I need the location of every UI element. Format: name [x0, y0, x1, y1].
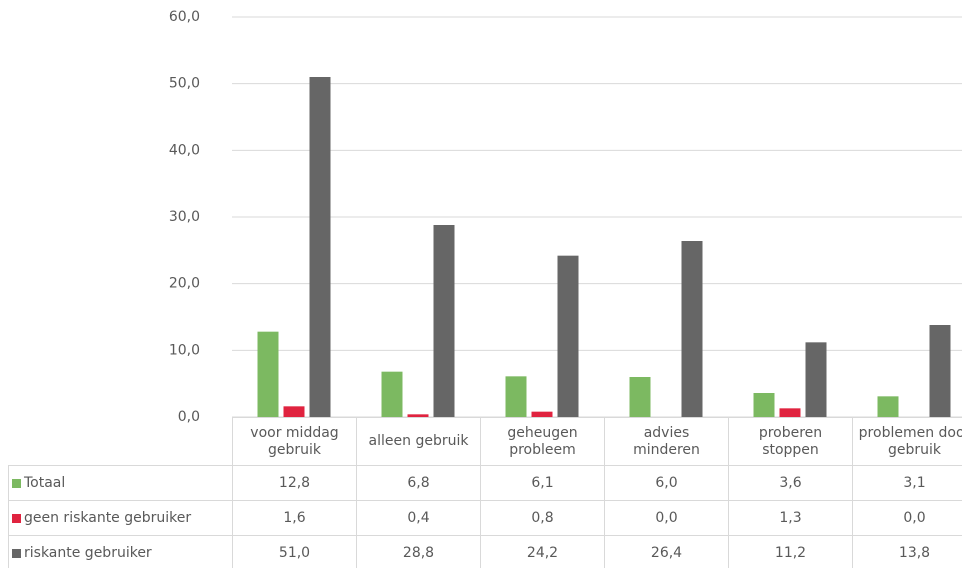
table-value: 26,4: [604, 535, 729, 568]
bar: [681, 241, 703, 417]
bar: [381, 371, 403, 417]
x-tick-label: geheugen probleem: [480, 417, 605, 466]
bar: [407, 414, 429, 417]
table-value: 1,6: [232, 500, 357, 536]
y-tick-label: 60,0: [169, 9, 200, 25]
table-value: 3,1: [852, 465, 962, 501]
table-value: 0,4: [356, 500, 481, 536]
legend-entry: riskante gebruiker: [8, 535, 233, 568]
legend-entry: geen riskante gebruiker: [8, 500, 233, 536]
x-tick-label: problemen door gebruik: [852, 417, 962, 466]
table-value: 11,2: [728, 535, 853, 568]
y-tick-label: 10,0: [169, 342, 200, 358]
y-tick-label: 30,0: [169, 209, 200, 225]
x-tick-label: voor middag gebruik: [232, 417, 357, 466]
legend-swatch: [12, 513, 21, 523]
bar: [433, 225, 455, 417]
bar: [309, 77, 331, 417]
x-tick-label: advies minderen: [604, 417, 729, 466]
table-value: 51,0: [232, 535, 357, 568]
table-value: 12,8: [232, 465, 357, 501]
legend-entry: Totaal: [8, 465, 233, 501]
legend-label: riskante gebruiker: [24, 544, 152, 561]
bar: [505, 376, 527, 417]
x-tick-label: proberen stoppen: [728, 417, 853, 466]
bar: [283, 406, 305, 417]
y-tick-label: 50,0: [169, 76, 200, 92]
legend-label: geen riskante gebruiker: [24, 509, 192, 526]
table-value: 6,8: [356, 465, 481, 501]
bar: [805, 342, 827, 417]
y-tick-label: 40,0: [169, 142, 200, 158]
table-value: 0,0: [604, 500, 729, 536]
table-value: 0,8: [480, 500, 605, 536]
table-value: 6,1: [480, 465, 605, 501]
bar: [779, 408, 801, 417]
table-value: 13,8: [852, 535, 962, 568]
y-tick-label: 0,0: [178, 409, 200, 425]
table-value: 24,2: [480, 535, 605, 568]
table-value: 1,3: [728, 500, 853, 536]
bar: [877, 396, 899, 417]
bar: [531, 411, 553, 417]
table-value: 6,0: [604, 465, 729, 501]
bar: [929, 325, 951, 417]
bar: [557, 255, 579, 417]
x-tick-label: alleen gebruik: [356, 417, 481, 466]
legend-swatch: [12, 478, 21, 488]
bar: [753, 393, 775, 417]
y-tick-label: 20,0: [169, 276, 200, 292]
bar: [629, 377, 651, 417]
table-value: 0,0: [852, 500, 962, 536]
table-value: 3,6: [728, 465, 853, 501]
legend-swatch: [12, 548, 21, 558]
table-value: 28,8: [356, 535, 481, 568]
legend-label: Totaal: [24, 474, 66, 491]
bar: [257, 331, 279, 417]
